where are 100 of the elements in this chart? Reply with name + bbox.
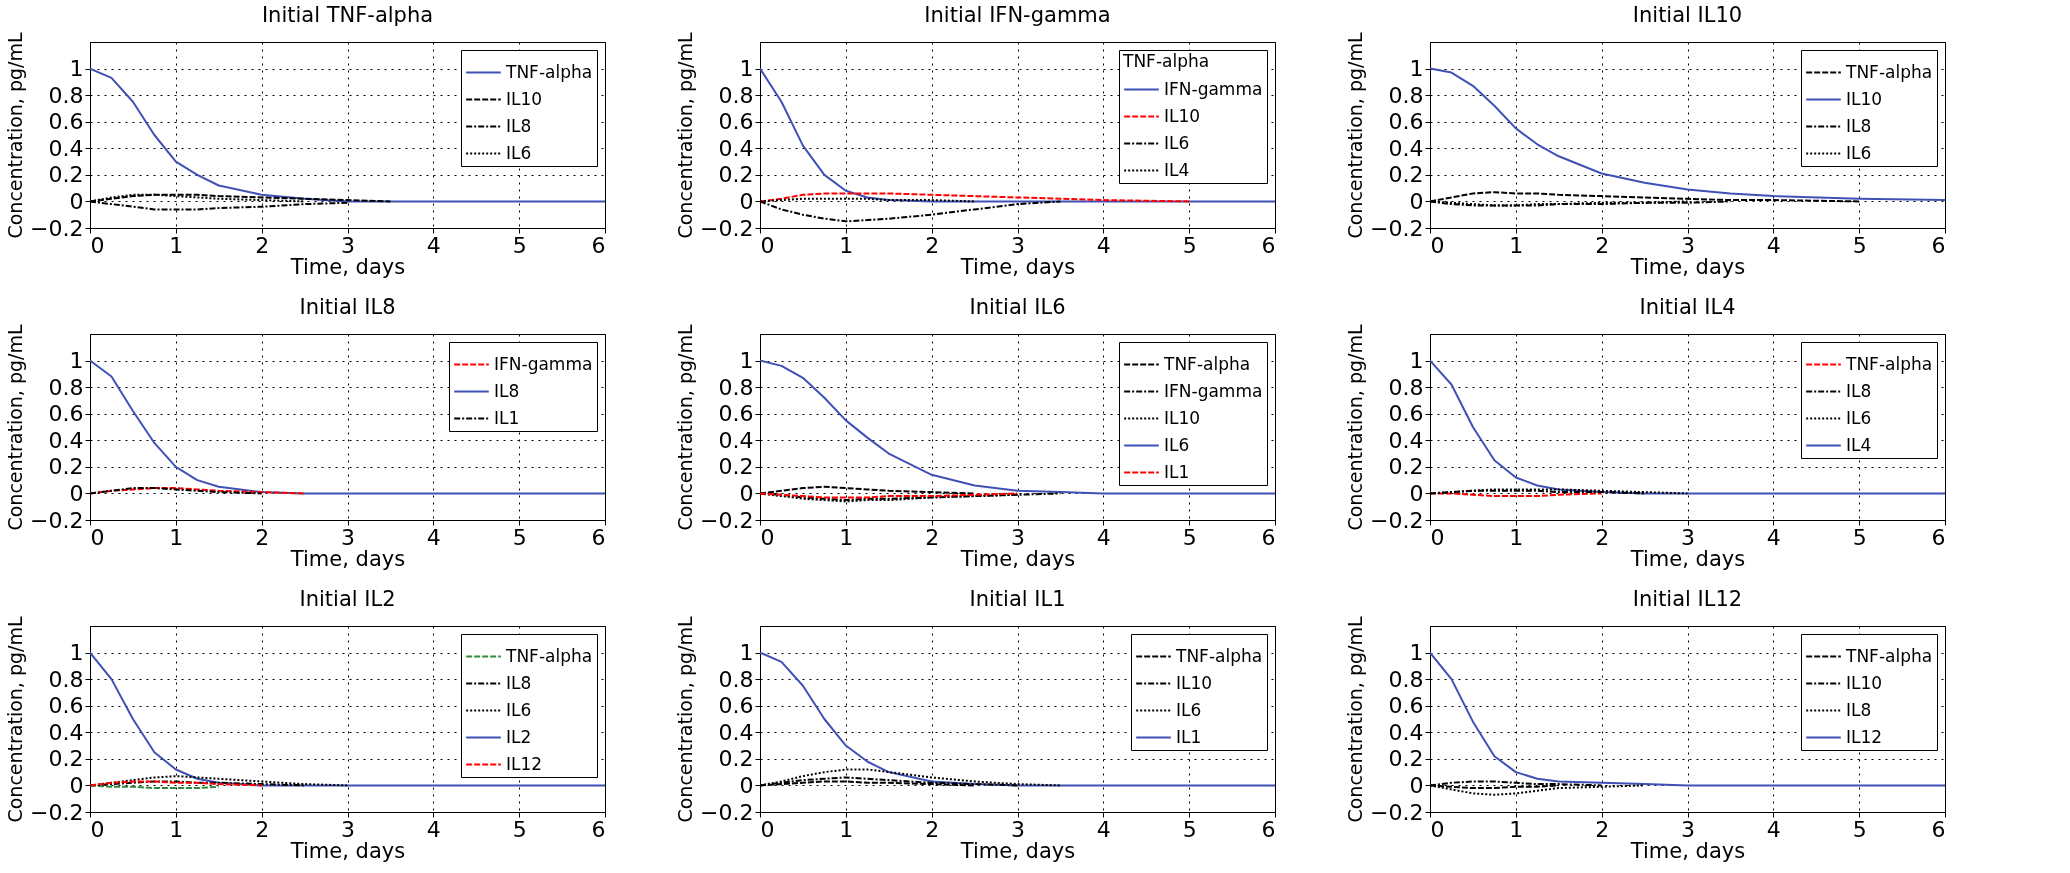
x-tick-label: 5 <box>1182 524 1197 550</box>
x-tick-label: 2 <box>925 524 940 550</box>
y-tick-label: 0.8 <box>718 374 754 400</box>
chart-title: Initial IL12 <box>1632 586 1743 611</box>
x-tick-label: 4 <box>426 232 441 258</box>
y-axis-title: Concentration, pg/mL <box>4 616 27 823</box>
legend-label: IL8 <box>506 115 532 136</box>
x-tick-label: 4 <box>1766 816 1781 842</box>
y-tick-label: 0 <box>1409 772 1424 798</box>
y-tick-label: 0.4 <box>718 135 754 161</box>
y-tick-label: 1 <box>1409 640 1424 666</box>
legend-label: IFN-gamma <box>494 353 593 374</box>
y-axis-title: Concentration, pg/mL <box>1344 616 1367 823</box>
x-tick-label: 0 <box>1430 524 1445 550</box>
x-tick-label: 6 <box>1931 816 1946 842</box>
legend-label: IL8 <box>1846 380 1872 401</box>
y-tick-label: 0.8 <box>48 666 84 692</box>
x-tick-label: 1 <box>1509 232 1524 258</box>
y-tick-label: 0.2 <box>48 746 84 772</box>
y-tick-label: −0.2 <box>1370 507 1424 533</box>
x-tick-label: 4 <box>1096 524 1111 550</box>
y-tick-label: 0 <box>739 188 754 214</box>
y-tick-label: 1 <box>739 56 754 82</box>
x-tick-label: 1 <box>1509 816 1524 842</box>
y-tick-label: −0.2 <box>30 215 84 241</box>
y-tick-label: −0.2 <box>1370 215 1424 241</box>
legend-label: IL4 <box>1846 434 1872 455</box>
x-tick-label: 0 <box>90 816 105 842</box>
legend-label: IL1 <box>494 407 520 428</box>
x-tick-label: 5 <box>1182 232 1197 258</box>
legend-label: IL6 <box>1176 699 1202 720</box>
x-tick-label: 5 <box>512 232 527 258</box>
x-tick-label: 2 <box>925 232 940 258</box>
x-tick-label: 5 <box>1182 816 1197 842</box>
y-tick-label: 0.8 <box>48 82 84 108</box>
x-tick-label: 0 <box>760 816 775 842</box>
legend-label: IL8 <box>506 672 532 693</box>
y-tick-label: 0 <box>1409 480 1424 506</box>
x-tick-label: 1 <box>1509 524 1524 550</box>
x-tick-label: 4 <box>426 524 441 550</box>
y-tick-label: −0.2 <box>700 507 754 533</box>
y-tick-label: 0.2 <box>718 162 754 188</box>
y-tick-label: 0 <box>69 480 84 506</box>
x-tick-label: 6 <box>1931 232 1946 258</box>
legend-label: TNF-alpha <box>1845 61 1933 82</box>
y-tick-label: −0.2 <box>700 799 754 825</box>
x-tick-label: 0 <box>90 524 105 550</box>
y-tick-label: 0 <box>69 772 84 798</box>
legend-label: TNF-alpha <box>1175 645 1263 666</box>
y-axis-title: Concentration, pg/mL <box>674 324 697 531</box>
y-tick-label: 0.8 <box>1388 374 1424 400</box>
legend-label: TNF-alpha <box>1163 353 1251 374</box>
x-tick-label: 1 <box>839 232 854 258</box>
y-tick-label: 0.4 <box>48 427 84 453</box>
legend-label: TNF-alpha <box>505 645 593 666</box>
x-tick-label: 2 <box>255 232 270 258</box>
y-tick-label: 0.6 <box>48 401 84 427</box>
y-tick-label: 0.2 <box>1388 162 1424 188</box>
x-tick-label: 4 <box>1766 524 1781 550</box>
y-tick-label: 0.4 <box>48 135 84 161</box>
legend-label: IL10 <box>506 88 543 109</box>
y-axis-title: Concentration, pg/mL <box>4 32 27 239</box>
y-tick-label: 0 <box>1409 188 1424 214</box>
y-tick-label: 0.6 <box>718 401 754 427</box>
y-tick-label: 0.6 <box>48 693 84 719</box>
y-tick-label: 1 <box>739 348 754 374</box>
y-tick-label: 0.4 <box>718 719 754 745</box>
y-tick-label: 1 <box>69 640 84 666</box>
chart-title: Initial IL10 <box>1632 2 1743 27</box>
y-tick-label: −0.2 <box>30 799 84 825</box>
y-tick-label: 0.2 <box>718 746 754 772</box>
x-tick-label: 6 <box>1261 816 1276 842</box>
legend-label: IL6 <box>1846 407 1872 428</box>
legend-label: TNF-alpha <box>1845 353 1933 374</box>
y-tick-label: 1 <box>69 56 84 82</box>
legend-label: IFN-gamma <box>1164 78 1263 99</box>
x-tick-label: 0 <box>90 232 105 258</box>
x-tick-label: 4 <box>426 816 441 842</box>
y-tick-label: 0.8 <box>718 82 754 108</box>
y-tick-label: 0.2 <box>1388 746 1424 772</box>
legend-label: IL4 <box>1164 159 1190 180</box>
legend-label: IL6 <box>506 142 532 163</box>
x-tick-label: 6 <box>1261 232 1276 258</box>
y-tick-label: 0.4 <box>718 427 754 453</box>
y-tick-label: 0.6 <box>1388 109 1424 135</box>
y-tick-label: 0.8 <box>718 666 754 692</box>
x-tick-label: 4 <box>1096 232 1111 258</box>
y-tick-label: 0.8 <box>1388 666 1424 692</box>
x-tick-label: 4 <box>1766 232 1781 258</box>
x-tick-label: 2 <box>925 816 940 842</box>
x-tick-label: 6 <box>591 816 606 842</box>
y-axis-title: Concentration, pg/mL <box>1344 32 1367 239</box>
chart-title: Initial IL2 <box>299 586 396 611</box>
x-tick-label: 4 <box>1096 816 1111 842</box>
y-tick-label: 0.6 <box>1388 401 1424 427</box>
legend-label: IL8 <box>1846 699 1872 720</box>
x-tick-label: 0 <box>1430 232 1445 258</box>
y-tick-label: 0 <box>739 480 754 506</box>
y-tick-label: 0 <box>69 188 84 214</box>
x-tick-label: 1 <box>169 524 184 550</box>
